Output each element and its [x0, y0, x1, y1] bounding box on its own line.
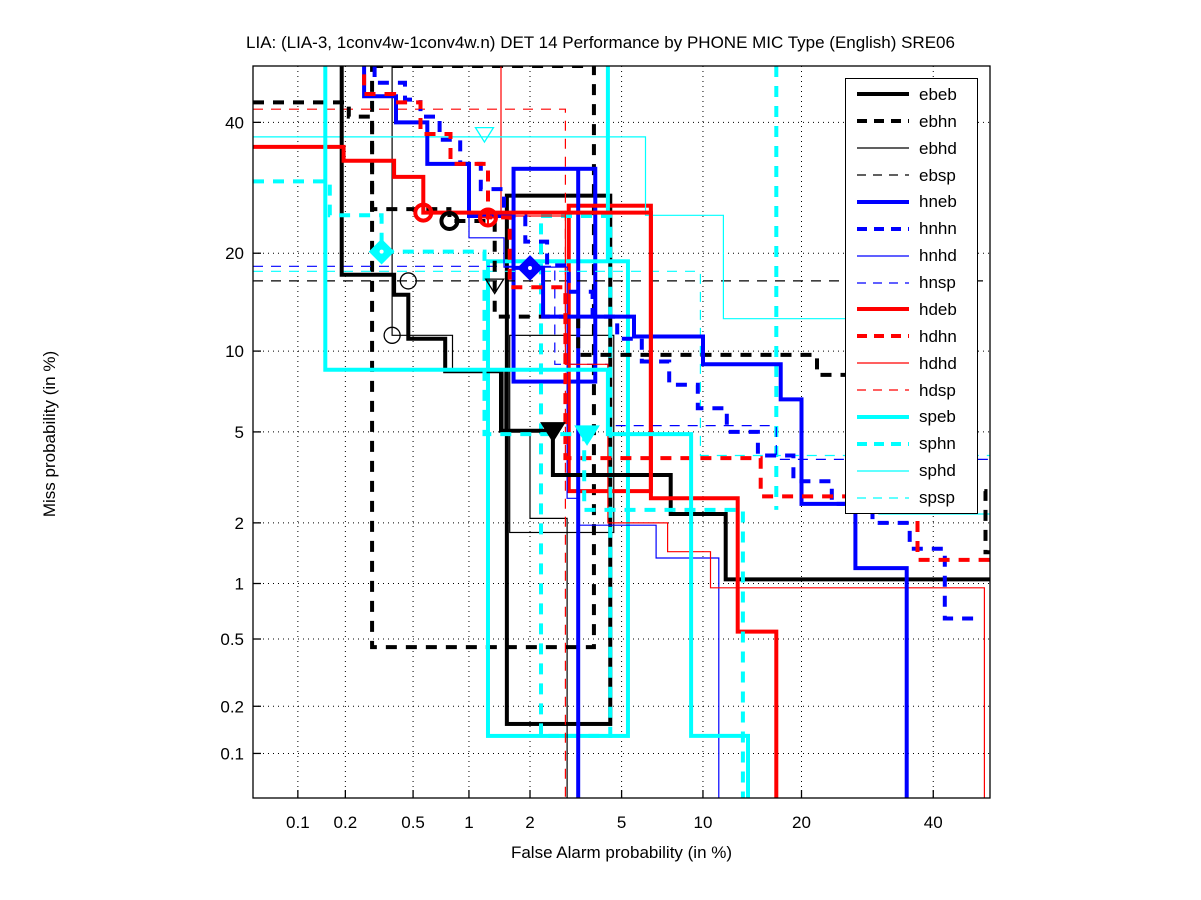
legend-label: hnhd: [919, 246, 957, 266]
curve-sphn: [253, 179, 745, 798]
legend-label: hdhd: [919, 353, 957, 373]
marker-circle-ebhd: [383, 326, 401, 344]
legend-label: hdhn: [919, 326, 957, 346]
y-axis-label: Miss probability (in %): [40, 350, 59, 518]
legend-line-sample: [857, 496, 909, 499]
legend-label: sphn: [919, 434, 956, 454]
legend-item-speb: speb: [846, 404, 977, 430]
markers: [368, 127, 600, 446]
legend-line-sample: [857, 470, 909, 472]
legend-line-sample: [857, 362, 909, 364]
axis-ticks: [253, 121, 934, 798]
x-axis-label: False Alarm probability (in %): [510, 843, 733, 862]
legend-item-sphd: sphd: [846, 458, 977, 484]
dcf-box-hneb: [511, 166, 598, 384]
dcf-box-speb: [485, 259, 630, 738]
legend-line-sample: [857, 281, 909, 284]
curve-hnsp: [253, 265, 990, 460]
tick-labels: 0.1 0.1 0.2 0.2 0.5 0.5 1 1 2 2 5 5 10 10 20 20 40 40: [220, 113, 942, 832]
legend-label: hnhn: [919, 219, 957, 239]
marker-circle-ebsp: [399, 272, 417, 290]
legend-line-sample: [857, 226, 909, 231]
legend-line-sample: [857, 307, 909, 312]
legend-item-hdhd: hdhd: [846, 350, 977, 376]
svg-text:1: 1: [235, 575, 244, 594]
legend-line-sample: [857, 255, 909, 257]
curve-hdsp: [253, 108, 566, 798]
curve-speb: [323, 66, 750, 798]
legend-item-hdsp: hdsp: [846, 377, 977, 403]
marker-circle-ebhn: [439, 210, 460, 231]
legend-label: ebhn: [919, 111, 957, 131]
legend-item-spsp: spsp: [846, 485, 977, 511]
legend-label: ebhd: [919, 138, 957, 158]
svg-text:0.5: 0.5: [401, 813, 425, 832]
svg-text:5: 5: [617, 813, 626, 832]
legend-item-hnhd: hnhd: [846, 243, 977, 269]
marker-triangle-down-ebeb: [540, 422, 566, 443]
legend-label: speb: [919, 407, 956, 427]
svg-text:5: 5: [235, 423, 244, 442]
legend-label: spsp: [919, 488, 955, 508]
legend-item-hdhn: hdhn: [846, 323, 977, 349]
marker-circle-plus-hdhn: [477, 207, 498, 228]
svg-text:0.2: 0.2: [220, 697, 244, 716]
legend-label: hneb: [919, 192, 957, 212]
svg-text:40: 40: [924, 813, 943, 832]
marker-triangle-down-speb: [574, 425, 600, 446]
legend-line-sample: [857, 174, 909, 176]
legend-item-ebhd: ebhd: [846, 135, 977, 161]
marker-triangle-down-ebhd: [484, 278, 505, 295]
legend-line-sample: [857, 199, 909, 204]
legend-line-sample: [857, 119, 909, 124]
legend-label: hdsp: [919, 380, 956, 400]
curve-hnhd: [468, 182, 720, 798]
legend-label: ebsp: [919, 165, 956, 185]
svg-text:0.5: 0.5: [220, 630, 244, 649]
legend-item-sphn: sphn: [846, 431, 977, 457]
legend-line-sample: [857, 147, 909, 149]
legend-line-sample: [857, 414, 909, 419]
legend-item-ebeb: ebeb: [846, 81, 977, 107]
legend-label: hdeb: [919, 299, 957, 319]
curve-ebhd: [391, 66, 568, 798]
legend-line-sample: [857, 334, 909, 339]
legend: ebeb ebhn ebhd ebsp hneb hnhn hnhd hnsp hdeb hdhn…: [845, 78, 978, 514]
marker-diamond-hneb: [517, 255, 543, 281]
curve-hneb: [362, 66, 909, 798]
svg-text:1: 1: [464, 813, 473, 832]
marker-triangle-down-sphd: [474, 127, 495, 144]
legend-item-hnhn: hnhn: [846, 216, 977, 242]
legend-line-sample: [857, 92, 909, 97]
legend-line-sample: [857, 389, 909, 391]
legend-item-ebsp: ebsp: [846, 162, 977, 188]
legend-label: ebeb: [919, 84, 957, 104]
legend-label: sphd: [919, 461, 956, 481]
chart-title: LIA: (LIA-3, 1conv4w-1conv4w.n) DET 14 P…: [246, 33, 955, 52]
svg-text:10: 10: [694, 813, 713, 832]
svg-text:0.1: 0.1: [220, 744, 244, 763]
svg-text:2: 2: [235, 514, 244, 533]
marker-circle-hdeb: [413, 202, 434, 223]
legend-item-ebhn: ebhn: [846, 108, 977, 134]
svg-text:20: 20: [225, 244, 244, 263]
svg-text:40: 40: [225, 113, 244, 132]
svg-text:10: 10: [225, 342, 244, 361]
legend-item-hdeb: hdeb: [846, 296, 977, 322]
marker-diamond-sphn: [368, 238, 395, 265]
svg-text:2: 2: [525, 813, 534, 832]
legend-line-sample: [857, 441, 909, 446]
legend-label: hnsp: [919, 273, 956, 293]
svg-text:20: 20: [792, 813, 811, 832]
curve-hdeb: [253, 144, 779, 798]
legend-item-hnsp: hnsp: [846, 270, 977, 296]
svg-text:0.1: 0.1: [286, 813, 310, 832]
curve-hdhd: [500, 66, 985, 798]
legend-item-hneb: hneb: [846, 189, 977, 215]
svg-text:0.2: 0.2: [334, 813, 358, 832]
